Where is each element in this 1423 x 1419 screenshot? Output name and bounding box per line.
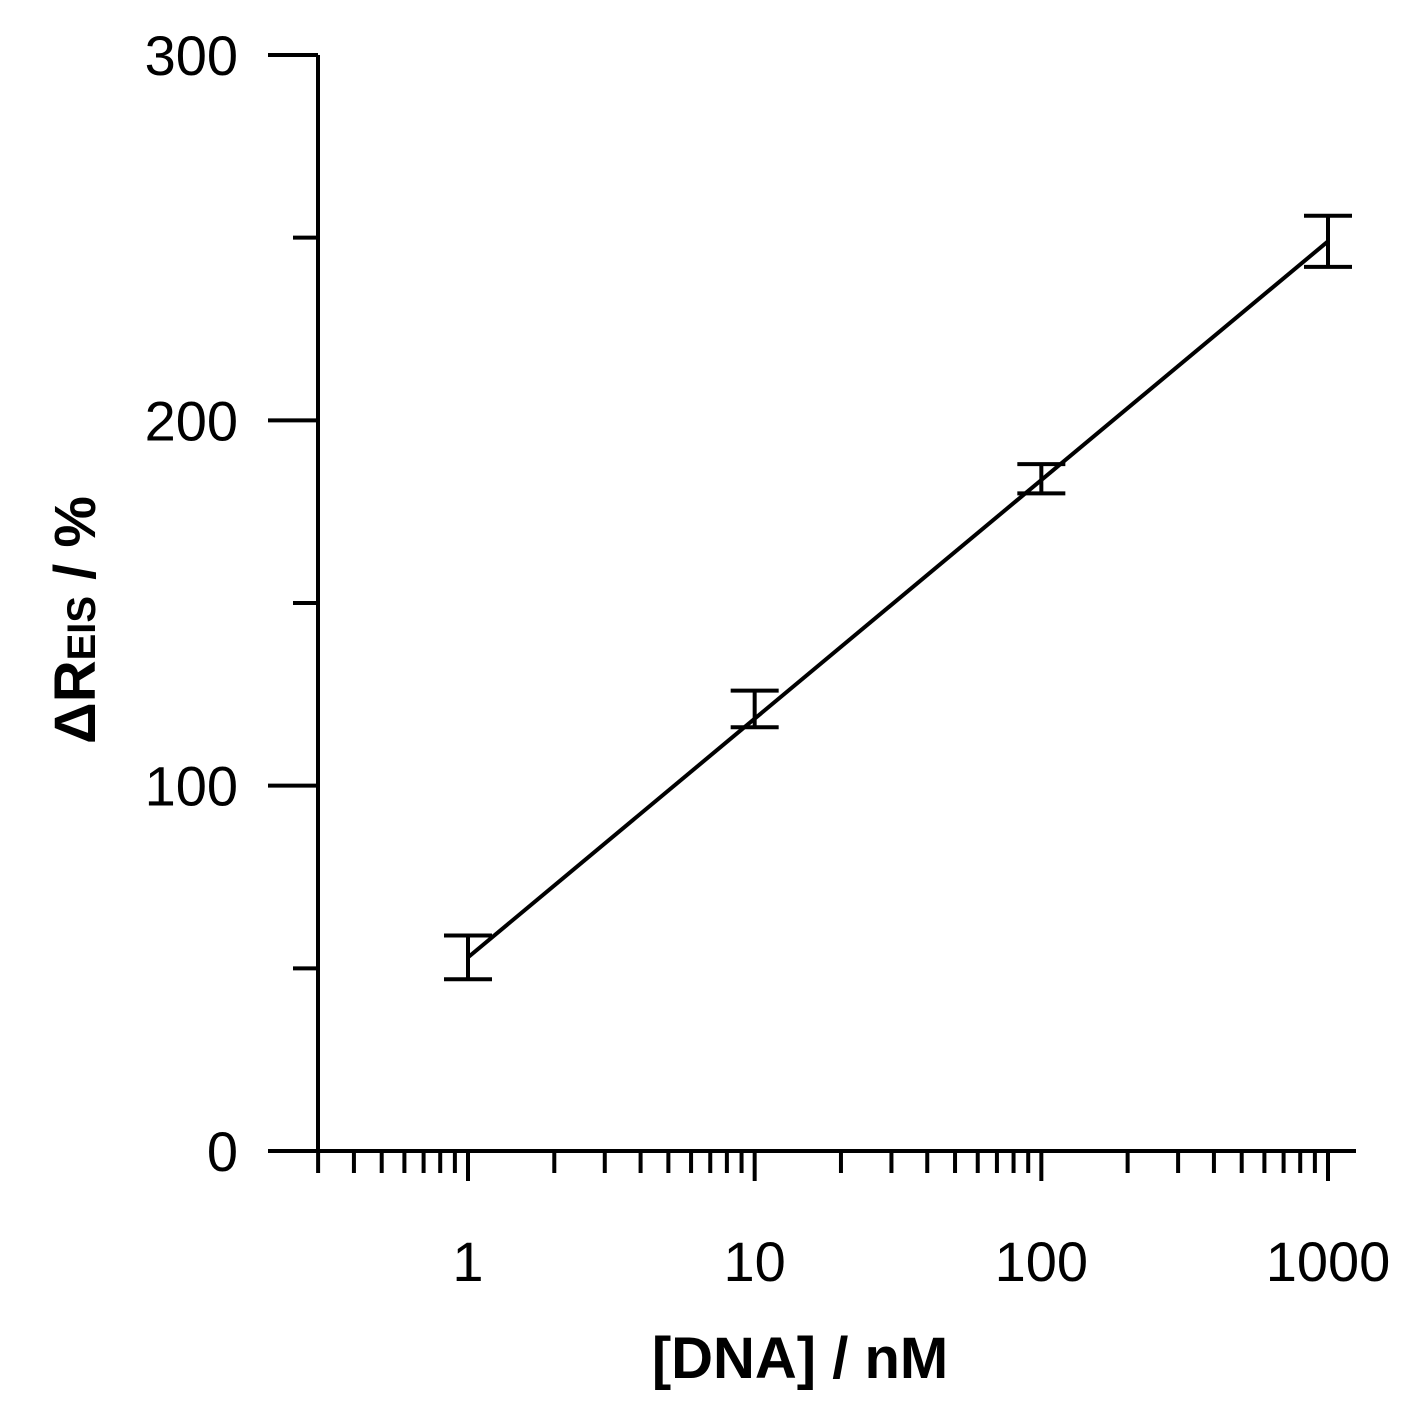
- plot-area: [444, 213, 1352, 982]
- data-point-2: [730, 688, 779, 730]
- x-axis: 1 10 100 1000: [268, 1149, 1391, 1293]
- fit-line: [466, 239, 1330, 959]
- y-axis-title-subscript: EIS: [60, 596, 104, 660]
- x-tick-label: 1000: [1266, 1230, 1391, 1293]
- x-tick-label: 10: [724, 1230, 786, 1293]
- y-axis-title-main: ΔR: [43, 660, 108, 744]
- y-tick-label: 200: [145, 389, 238, 452]
- y-axis-title: ΔREIS / %: [43, 496, 108, 744]
- x-tick-label: 1: [452, 1230, 483, 1293]
- y-axis-title-unit: / %: [43, 496, 108, 596]
- x-tick-label: 100: [995, 1230, 1088, 1293]
- x-axis-title: [DNA] / nM: [652, 1326, 948, 1391]
- y-tick-label: 300: [145, 24, 238, 87]
- data-point-1: [444, 933, 492, 982]
- data-point-3: [1017, 462, 1066, 496]
- y-axis: 0 100 200 300: [145, 24, 320, 1183]
- data-point-4: [1304, 213, 1352, 269]
- y-tick-label: 100: [145, 755, 238, 818]
- y-tick-label: 0: [207, 1120, 238, 1183]
